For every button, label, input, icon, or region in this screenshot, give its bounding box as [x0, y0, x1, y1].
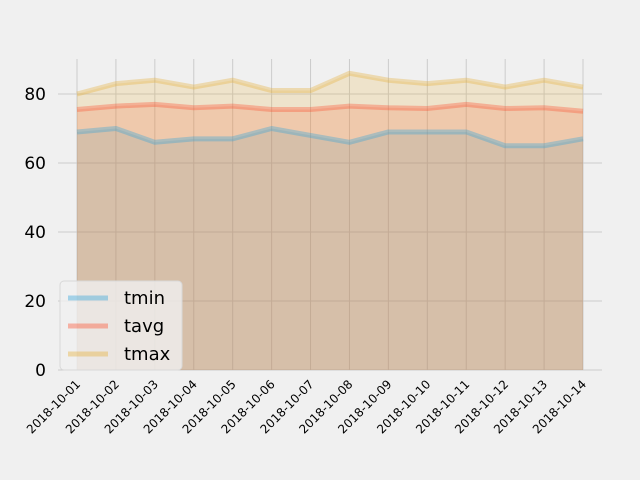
y-axis-ticks: 0 20 40 60 80 [24, 85, 46, 381]
legend-label-tavg: tavg [124, 316, 164, 337]
point-tavg [388, 107, 389, 108]
point-tmin [154, 142, 155, 143]
point-tmin [427, 131, 428, 132]
point-tmax [193, 87, 194, 88]
point-tmax [115, 83, 116, 84]
point-tmax [466, 80, 467, 81]
y-tick-label: 40 [24, 223, 46, 243]
plot-areas [77, 73, 583, 371]
point-tmin [193, 138, 194, 139]
point-tavg [232, 106, 233, 107]
legend-label-tmin: tmin [124, 288, 165, 309]
area-tmin [77, 128, 583, 370]
point-tavg [583, 111, 584, 112]
point-tavg [193, 107, 194, 108]
grid [58, 59, 602, 371]
line-tmin [76, 126, 584, 149]
area-tavg [77, 104, 583, 370]
point-tmax [271, 90, 272, 91]
point-tmin [583, 138, 584, 139]
point-tmin [544, 145, 545, 146]
point-tmax [427, 83, 428, 84]
line-tavg [76, 101, 584, 114]
point-tavg [349, 106, 350, 107]
point-tmin [466, 131, 467, 132]
point-tavg [505, 108, 506, 109]
point-tmin [232, 138, 233, 139]
point-tavg [271, 109, 272, 110]
y-tick-label: 60 [24, 154, 46, 174]
legend-label-tmax: tmax [124, 344, 171, 365]
y-tick-label: 20 [24, 292, 46, 312]
point-tavg [310, 109, 311, 110]
point-tmin [388, 131, 389, 132]
point-tavg [544, 107, 545, 108]
y-tick-label: 0 [35, 361, 46, 381]
area-tmax [77, 73, 583, 371]
point-tmin [349, 142, 350, 143]
x-axis-ticks: 2018-10-012018-10-022018-10-032018-10-04… [24, 377, 589, 436]
point-tmin [271, 128, 272, 129]
point-tmax [505, 87, 506, 88]
point-tmax [583, 87, 584, 88]
point-tmin [505, 145, 506, 146]
point-tavg [427, 108, 428, 109]
legend-box [59, 280, 183, 371]
point-tavg [77, 109, 78, 110]
y-tick-label: 80 [24, 85, 46, 105]
point-tavg [115, 106, 116, 107]
point-tmax [154, 80, 155, 81]
point-tmin [115, 128, 116, 129]
point-tmin [77, 131, 78, 132]
point-tmax [349, 73, 350, 74]
line-tmax [76, 70, 584, 97]
point-tmax [544, 80, 545, 81]
point-tmax [232, 80, 233, 81]
legend: tmin tavg tmax [59, 280, 183, 371]
point-tavg [466, 104, 467, 105]
point-tmax [77, 94, 78, 95]
point-tavg [154, 104, 155, 105]
plot-lines [76, 70, 584, 149]
point-tmax [388, 80, 389, 81]
point-tmax [310, 90, 311, 91]
point-tmin [310, 135, 311, 136]
